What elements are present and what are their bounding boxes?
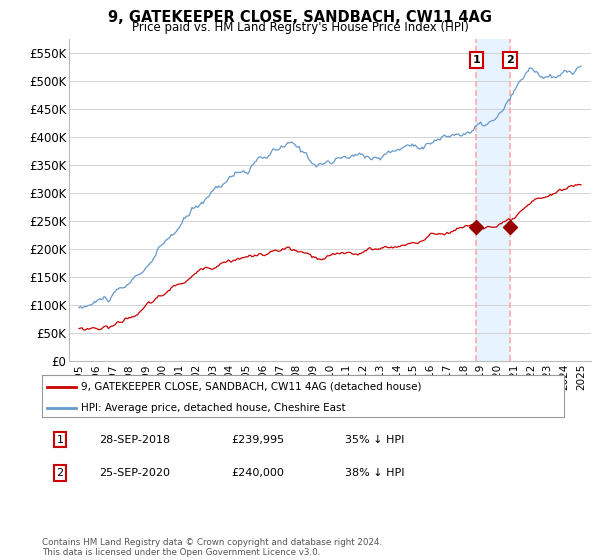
Text: £240,000: £240,000 (231, 468, 284, 478)
Text: 1: 1 (56, 435, 64, 445)
Text: 1: 1 (473, 55, 480, 65)
Text: 25-SEP-2020: 25-SEP-2020 (99, 468, 170, 478)
Text: 35% ↓ HPI: 35% ↓ HPI (345, 435, 404, 445)
Text: 9, GATEKEEPER CLOSE, SANDBACH, CW11 4AG (detached house): 9, GATEKEEPER CLOSE, SANDBACH, CW11 4AG … (81, 382, 422, 392)
Text: 2: 2 (506, 55, 514, 65)
Text: 38% ↓ HPI: 38% ↓ HPI (345, 468, 404, 478)
Text: 9, GATEKEEPER CLOSE, SANDBACH, CW11 4AG: 9, GATEKEEPER CLOSE, SANDBACH, CW11 4AG (108, 10, 492, 25)
Text: 28-SEP-2018: 28-SEP-2018 (99, 435, 170, 445)
Text: £239,995: £239,995 (231, 435, 284, 445)
Text: HPI: Average price, detached house, Cheshire East: HPI: Average price, detached house, Ches… (81, 403, 346, 413)
Text: Price paid vs. HM Land Registry's House Price Index (HPI): Price paid vs. HM Land Registry's House … (131, 21, 469, 34)
Text: Contains HM Land Registry data © Crown copyright and database right 2024.
This d: Contains HM Land Registry data © Crown c… (42, 538, 382, 557)
Text: 2: 2 (56, 468, 64, 478)
Bar (476, 39, 510, 361)
